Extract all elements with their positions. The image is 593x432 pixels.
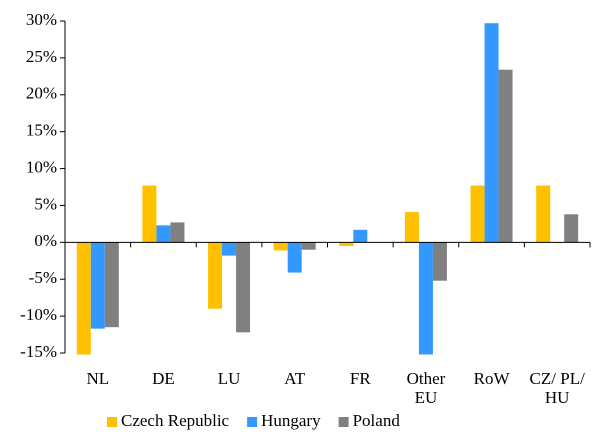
y-tick-label: 10% — [26, 157, 57, 176]
y-tick-label: 0% — [34, 231, 57, 250]
bar — [470, 185, 485, 243]
bar — [404, 212, 419, 243]
bar — [156, 225, 171, 243]
bar — [287, 242, 302, 273]
x-tick-label: LU — [217, 369, 241, 388]
legend-swatch — [247, 417, 258, 427]
y-tick-label: 5% — [34, 194, 57, 213]
bar — [90, 242, 105, 329]
y-tick-label: 30% — [26, 10, 57, 29]
bar — [418, 242, 433, 355]
x-tick-label: DE — [152, 369, 175, 388]
bar — [339, 242, 354, 247]
bar — [432, 242, 447, 281]
bar — [301, 242, 316, 250]
bar — [498, 69, 513, 243]
y-tick-label: 15% — [26, 121, 57, 140]
bar — [208, 242, 223, 309]
x-tick-label: CZ/ PL/ HU — [529, 369, 585, 407]
bar — [353, 229, 368, 243]
legend-swatch — [338, 417, 349, 427]
bar — [484, 23, 499, 243]
y-tick-label: 20% — [26, 84, 57, 103]
bar — [273, 242, 288, 251]
legend-label: Czech Republic — [121, 411, 230, 430]
bar — [104, 242, 119, 328]
bar — [142, 185, 157, 243]
y-tick-label: -10% — [20, 305, 57, 324]
legend-swatch — [107, 417, 117, 427]
y-tick-label: -15% — [20, 342, 57, 361]
legend-label: Poland — [353, 411, 401, 430]
x-tick-label: Other EU — [406, 369, 446, 407]
x-tick-label: RoW — [473, 369, 510, 388]
bar — [170, 222, 185, 243]
bar — [222, 242, 237, 256]
bar — [536, 185, 551, 243]
x-tick-label: NL — [86, 369, 110, 388]
bar — [76, 242, 91, 355]
x-tick-label: FR — [349, 369, 371, 388]
y-tick-label: -5% — [29, 268, 57, 287]
bar — [564, 214, 579, 243]
bar — [236, 242, 251, 333]
y-tick-label: 25% — [26, 47, 57, 66]
legend-label: Hungary — [261, 411, 321, 430]
x-tick-label: AT — [284, 369, 306, 388]
